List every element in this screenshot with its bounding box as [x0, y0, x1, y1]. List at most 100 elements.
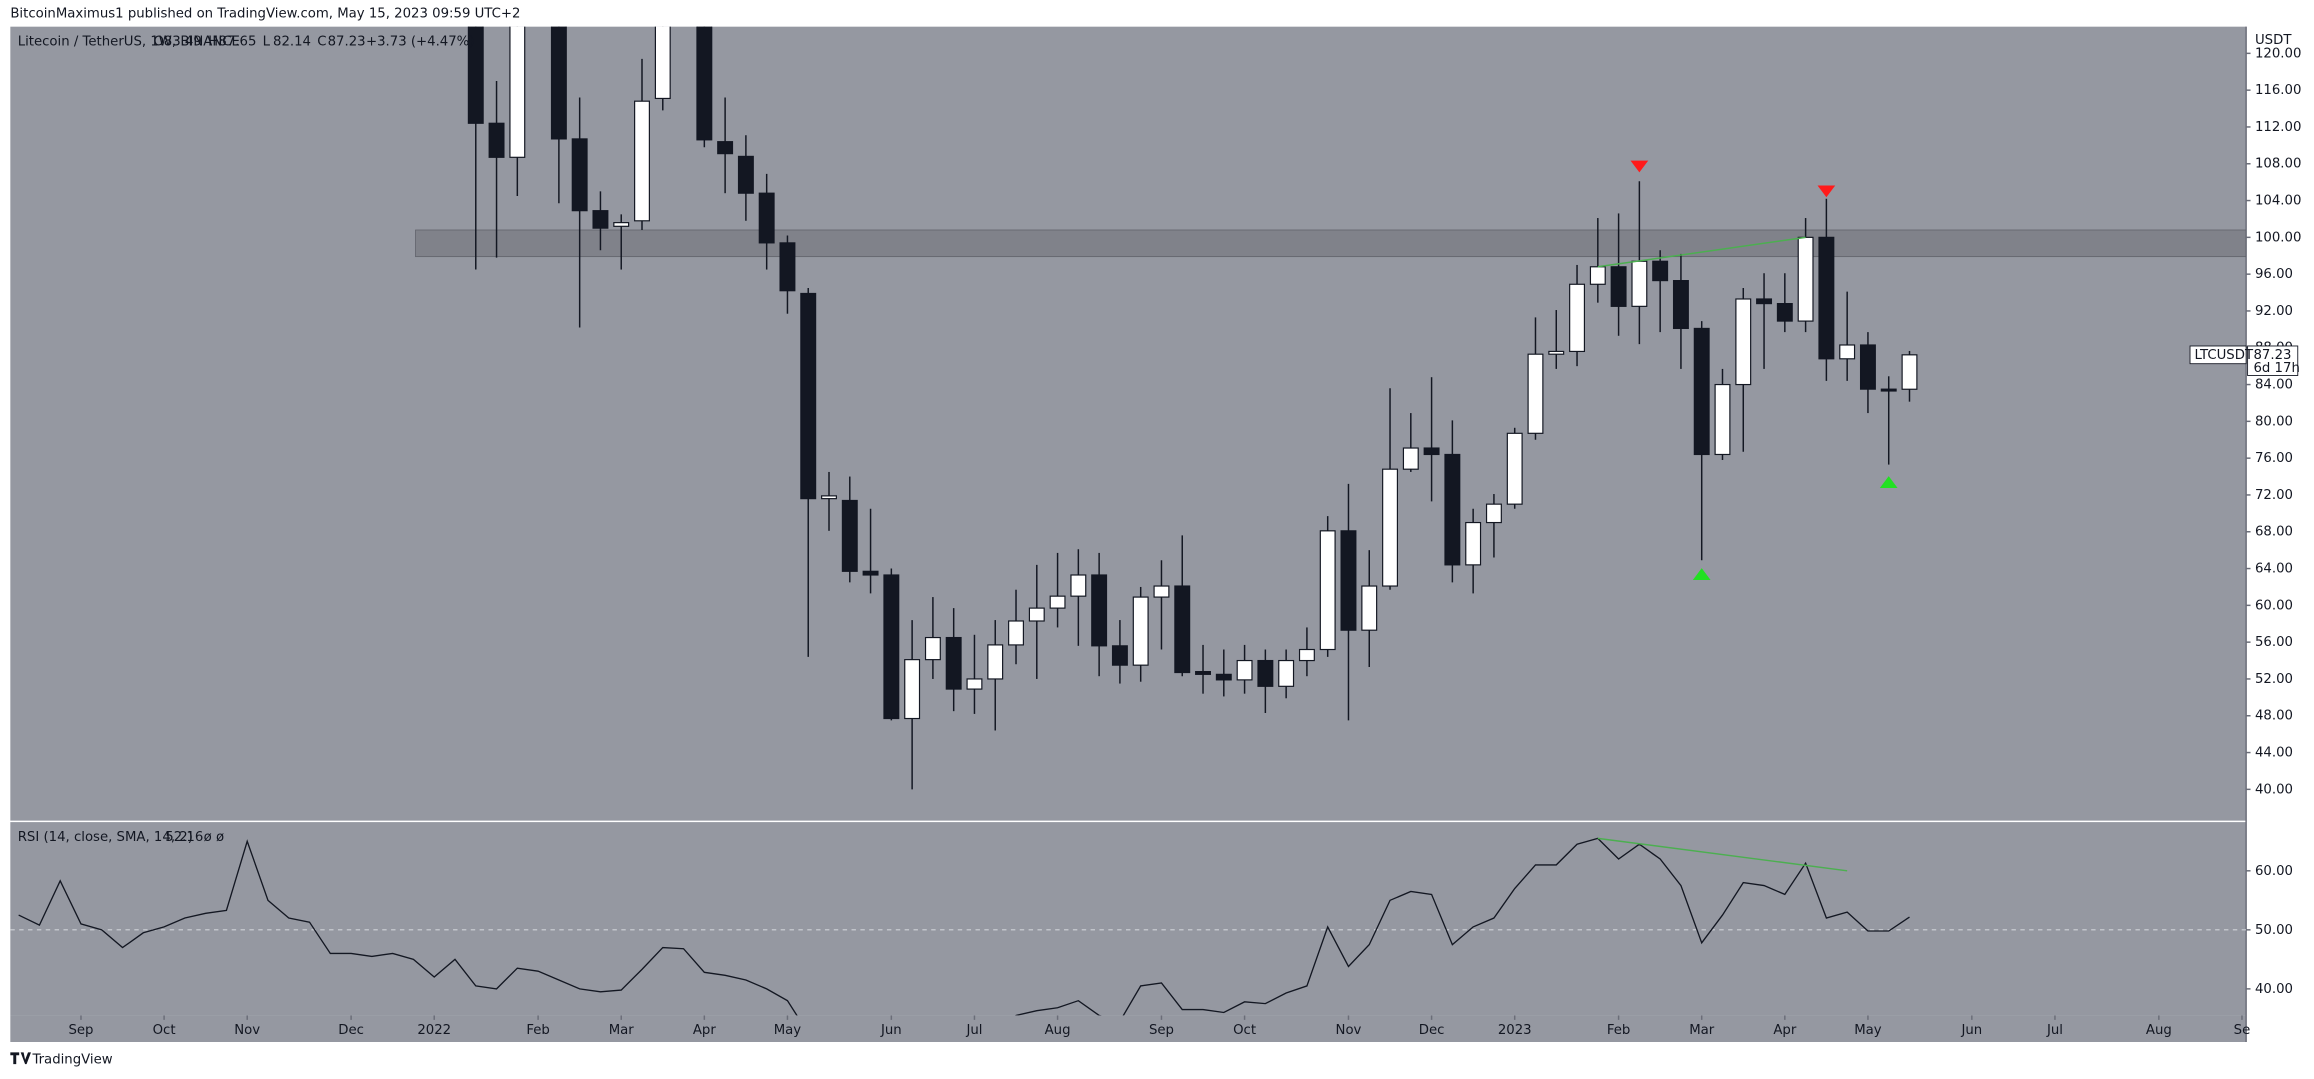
symbol-tag-bg: [2189, 345, 2247, 365]
candle-body: [717, 141, 734, 155]
y-tick-label: 76.00: [2255, 451, 2293, 466]
x-tick-label: Sep: [68, 1023, 93, 1038]
y-tick-label: 84.00: [2255, 378, 2293, 393]
candle-body: [1091, 574, 1108, 647]
x-tick-label: Nov: [234, 1023, 260, 1038]
y-tick-label: 40.00: [2255, 782, 2293, 797]
x-tick-label: Jun: [880, 1023, 902, 1038]
price-pane: [10, 26, 2247, 821]
y-tick-label: 52.00: [2255, 672, 2293, 687]
publisher: BitcoinMaximus1 published on TradingView…: [10, 6, 520, 21]
y-tick-label: 120.00: [2255, 46, 2301, 61]
candle-body: [779, 242, 796, 292]
candle-body: [841, 499, 858, 572]
ohlc-letter: C: [317, 34, 326, 49]
candle-body: [1901, 354, 1918, 390]
y-tick-label: 60.00: [2255, 598, 2293, 613]
signal-marker: [1692, 568, 1711, 580]
candle-body: [509, 26, 526, 158]
candle-body: [550, 26, 567, 140]
candle-body: [1756, 298, 1773, 305]
y-tick-label: 64.00: [2255, 562, 2293, 577]
candle-body: [1631, 260, 1648, 307]
candle-body: [1776, 303, 1793, 322]
candle-body: [1818, 236, 1835, 360]
trend-line: [1597, 837, 1848, 872]
candle-body: [1195, 671, 1211, 675]
x-tick-label: Nov: [1336, 1023, 1362, 1038]
candle-body: [676, 0, 691, 7]
candle-body: [904, 659, 921, 720]
y-tick-label: 92.00: [2255, 304, 2293, 319]
candle-body: [1361, 585, 1378, 631]
candle-body: [1548, 350, 1565, 355]
candle-body: [654, 26, 671, 100]
x-tick-label: Aug: [1045, 1023, 1071, 1038]
ohlc-value: 83.49: [164, 34, 202, 49]
rsi-extra: ø ø: [204, 830, 224, 845]
rsi-title: RSI (14, close, SMA, 14, 2): [18, 830, 193, 845]
candle-body: [1839, 344, 1856, 360]
x-tick-label: Jul: [2046, 1023, 2063, 1038]
candle-body: [924, 636, 941, 661]
candle-body: [1132, 596, 1149, 666]
x-tick-label: Feb: [1607, 1023, 1631, 1038]
candle-body: [571, 138, 588, 212]
candle-body: [883, 574, 900, 720]
x-tick-label: Dec: [338, 1023, 364, 1038]
candle-body: [1527, 353, 1544, 434]
x-tick-label: Apr: [1773, 1023, 1796, 1038]
signal-marker: [1879, 476, 1898, 488]
candle-body: [1298, 648, 1315, 662]
candle-body: [821, 495, 837, 500]
candle-body: [1236, 659, 1253, 681]
candle-body: [488, 122, 505, 158]
candle-body: [1423, 447, 1440, 456]
symbol-tag: LTCUSDT: [2194, 348, 2253, 363]
candle-body: [1610, 266, 1627, 307]
y-tick-label: 116.00: [2255, 83, 2301, 98]
y-tick-label: 50.00: [2255, 923, 2293, 938]
signal-marker: [1630, 160, 1649, 173]
x-tick-label: May: [1854, 1023, 1882, 1038]
y-tick-label: 40.00: [2255, 982, 2293, 997]
x-tick-label: 2023: [1498, 1023, 1532, 1038]
candle-body: [987, 644, 1004, 680]
rsi-plot: [10, 837, 2247, 1016]
candle-body: [1444, 453, 1461, 566]
candle-body: [862, 570, 879, 576]
candle-body: [1111, 645, 1128, 666]
resistance-zone: [415, 229, 2247, 258]
price-plot: [415, 0, 2247, 790]
x-tick-label: Se: [2234, 1023, 2251, 1038]
x-tick-label: Oct: [153, 1023, 176, 1038]
legend: Litecoin / TetherUS, 1W, BINANCE RSI (14…: [18, 33, 2293, 845]
axes: 40.00 44.00 48.00 52.00 56.00 60.00 64.00 68.00…: [68, 46, 2301, 1038]
candle-body: [1340, 530, 1357, 631]
y-tick-label: 100.00: [2255, 230, 2301, 245]
candle-body: [1257, 659, 1274, 687]
signal-marker: [1817, 185, 1836, 198]
y-tick-label: 56.00: [2255, 635, 2293, 650]
y-tick-label: 44.00: [2255, 746, 2293, 761]
candle-body: [1382, 468, 1399, 587]
y-tick-label: 112.00: [2255, 120, 2301, 135]
candle-body: [800, 292, 817, 500]
x-tick-label: Aug: [2146, 1023, 2172, 1038]
brand-name: TradingView: [31, 1053, 112, 1068]
brand[interactable]: TradingView: [10, 1052, 113, 1068]
ohlc-letter: L: [263, 34, 271, 49]
x-tick-label: May: [774, 1023, 802, 1038]
candle-body: [1278, 659, 1295, 687]
candle-body: [634, 100, 650, 222]
y-tick-label: 68.00: [2255, 525, 2293, 540]
candle-body: [1049, 595, 1066, 609]
candle-body: [758, 192, 775, 244]
x-tick-label: 2022: [417, 1023, 451, 1038]
candle-body: [1506, 432, 1523, 505]
candle-body: [1402, 447, 1419, 470]
candle-body: [696, 26, 713, 141]
ohlc-value: 87.65: [218, 34, 256, 49]
